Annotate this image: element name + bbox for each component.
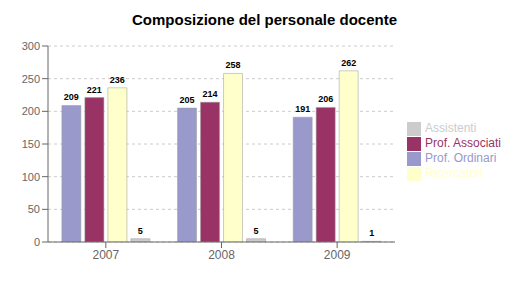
svg-text:50: 50 bbox=[28, 203, 40, 215]
svg-text:300: 300 bbox=[22, 40, 40, 52]
html-text:Prof. Associati: Prof. Associati bbox=[425, 136, 501, 151]
svg-text:100: 100 bbox=[22, 171, 40, 183]
html-text:Ricercatori: Ricercatori bbox=[425, 165, 483, 180]
svg-text:258: 258 bbox=[226, 60, 241, 70]
svg-text:250: 250 bbox=[22, 73, 40, 85]
svg-text:2009: 2009 bbox=[324, 248, 351, 262]
svg-text:0: 0 bbox=[34, 236, 40, 248]
svg-text:200: 200 bbox=[22, 105, 40, 117]
svg-text:209: 209 bbox=[64, 92, 79, 102]
svg-text:214: 214 bbox=[203, 89, 218, 99]
svg-text:1: 1 bbox=[369, 228, 374, 238]
svg-text:5: 5 bbox=[254, 226, 259, 236]
svg-text:150: 150 bbox=[22, 138, 40, 150]
html-text:Prof. Ordinari: Prof. Ordinari bbox=[425, 151, 497, 165]
svg-text:262: 262 bbox=[341, 58, 356, 68]
svg-text:221: 221 bbox=[87, 85, 102, 95]
svg-text:206: 206 bbox=[318, 94, 333, 104]
svg-text:236: 236 bbox=[110, 75, 125, 85]
svg-text:2007: 2007 bbox=[92, 248, 119, 262]
svg-text:191: 191 bbox=[295, 104, 310, 114]
svg-text:2008: 2008 bbox=[208, 248, 235, 262]
svg-text:205: 205 bbox=[180, 95, 195, 105]
html-text:Assistenti: Assistenti bbox=[425, 121, 477, 136]
html-text:Composizione del personale doc: Composizione del personale docente bbox=[132, 11, 397, 28]
svg-text:5: 5 bbox=[138, 226, 143, 236]
